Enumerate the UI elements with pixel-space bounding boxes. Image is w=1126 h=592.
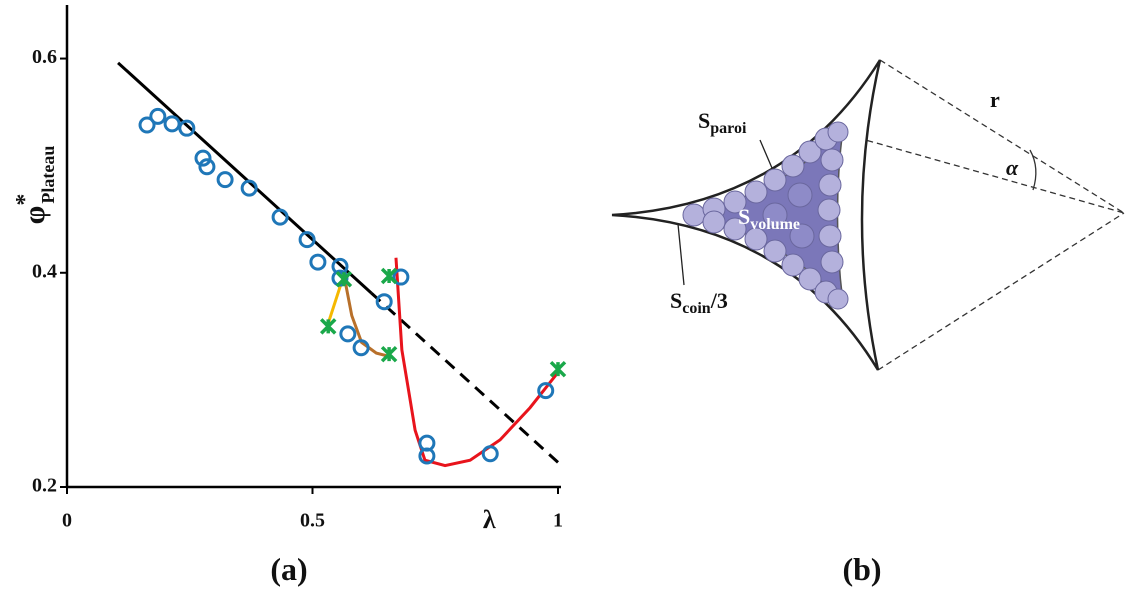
y-axis-label: φ*Plateau — [12, 146, 58, 225]
leader-line — [677, 223, 685, 286]
sub: paroi — [710, 120, 747, 137]
y-tick-label: 0.4 — [32, 260, 57, 282]
cross-point — [319, 318, 337, 335]
fit-line — [394, 257, 560, 468]
data-point — [339, 325, 357, 343]
fit-line — [342, 274, 390, 358]
data-point — [178, 119, 196, 137]
data-point — [163, 115, 181, 133]
x-tick-label: 1 — [553, 510, 563, 532]
fit-line — [117, 61, 373, 295]
data-point — [481, 445, 499, 463]
data-point — [149, 107, 167, 125]
dashed-line — [877, 212, 1125, 371]
data-point — [271, 208, 289, 226]
dashed-line — [879, 59, 1125, 214]
y-tick-label: 0.2 — [32, 475, 57, 497]
volume-label: Svolume — [738, 204, 800, 233]
angle-arc — [1029, 149, 1037, 191]
panel-label: (a) — [270, 551, 307, 587]
bubbles — [682, 121, 849, 310]
s: S — [698, 108, 710, 133]
sub: coin — [682, 300, 711, 317]
y-label-sup: * — [12, 194, 38, 206]
data-point — [198, 158, 216, 176]
diagram: r α Sparoi Svolume Scoin/3 (b) — [611, 59, 1125, 587]
leader-line — [759, 139, 773, 169]
data-point — [309, 253, 327, 271]
x-axis-label: λ — [483, 505, 496, 534]
sub: volume — [750, 216, 800, 233]
cross-point — [549, 360, 567, 378]
dashed-line — [847, 134, 1125, 214]
cross-point — [380, 267, 398, 285]
data-point — [537, 382, 555, 400]
coin-label: Scoin/3 — [670, 288, 728, 317]
cross-point — [380, 345, 398, 363]
data-point — [216, 171, 234, 189]
y-tick-label: 0.6 — [32, 46, 57, 68]
tail: /3 — [710, 288, 728, 313]
data-point — [194, 149, 212, 167]
fit-line — [370, 292, 560, 464]
data-point — [138, 116, 156, 134]
y-label-sub: Plateau — [38, 146, 58, 204]
data-point — [298, 231, 316, 249]
r-label: r — [990, 87, 1000, 112]
data-point — [418, 447, 436, 465]
paroi-label: Sparoi — [698, 108, 747, 137]
s: S — [738, 204, 750, 229]
x-tick-label: 0.5 — [300, 510, 325, 532]
s: S — [670, 288, 682, 313]
y-label-symbol: φ — [18, 206, 51, 225]
cross-point — [335, 270, 353, 288]
data-point — [392, 268, 410, 286]
alpha-label: α — [1006, 155, 1019, 180]
x-tick-label: 0 — [62, 510, 72, 532]
panel-label: (b) — [842, 551, 881, 587]
data-point — [375, 293, 393, 311]
data-point — [240, 179, 258, 197]
data-point — [352, 339, 370, 357]
